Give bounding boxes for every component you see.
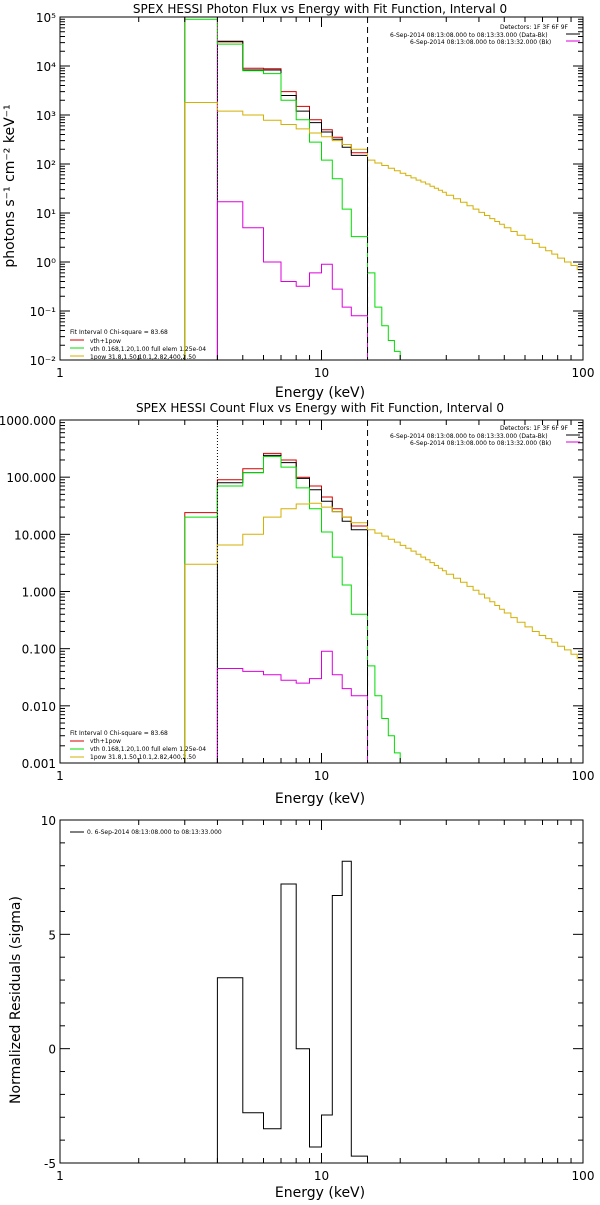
- legend-entry: vth+1pow: [90, 738, 121, 745]
- legend-entry: 1pow 31.8,1.50,10.1,2.82,400,2.50: [90, 354, 196, 361]
- y-tick-label: 10⁵: [36, 11, 56, 25]
- legend-entry: vth 0.168,1.20,1.00 full elem 1.25e-04: [90, 346, 206, 353]
- x-tick-label: 100: [572, 1169, 595, 1183]
- legend-entry: vth 0.168,1.20,1.00 full elem 1.25e-04: [90, 746, 206, 753]
- y-tick-label: 10¹: [36, 207, 56, 221]
- series-line: [216, 454, 368, 763]
- chart-title: SPEX HESSI Count Flux vs Energy with Fit…: [136, 401, 504, 415]
- x-tick-label: 100: [572, 366, 595, 380]
- residuals-panel: Energy (keV) Normalized Residuals (sigma…: [8, 814, 595, 1201]
- series-line: [184, 502, 583, 763]
- series-line: [184, 456, 407, 763]
- count-flux-panel: SPEX HESSI Count Flux vs Energy with Fit…: [0, 401, 595, 807]
- x-tick-label: 10: [314, 769, 329, 783]
- y-tick-label: 10⁰: [36, 256, 56, 270]
- y-tick-label: 10: [41, 814, 56, 828]
- y-tick-label: 5: [48, 928, 56, 942]
- y-axis-label: Normalized Residuals (sigma): [8, 896, 24, 1104]
- time-range-data: 6-Sep-2014 08:13:08.000 to 08:13:33.000 …: [390, 433, 548, 440]
- series-line: [216, 650, 368, 763]
- y-tick-label: 10.000: [14, 528, 56, 542]
- y-tick-label: 1.000: [22, 586, 56, 600]
- time-range-bk: 6-Sep-2014 08:13:08.000 to 08:13:32.000 …: [410, 440, 551, 447]
- x-tick-label: 1: [56, 1169, 64, 1183]
- y-tick-label: 10²: [36, 158, 56, 172]
- legend-entry: 1pow 31.8,1.50,10.1,2.82,400,2.50: [90, 754, 196, 761]
- x-tick-label: 10: [314, 366, 329, 380]
- y-tick-label: 100.000: [6, 471, 56, 485]
- x-axis-label: Energy (keV): [275, 385, 365, 401]
- x-tick-label: 100: [572, 769, 595, 783]
- series-line: [216, 860, 368, 1163]
- plot-frame: [59, 16, 584, 361]
- legend-header: Fit Interval 0 Chi-square = 83.68: [70, 730, 168, 737]
- y-tick-label: 0: [48, 1043, 56, 1057]
- series-line: [216, 201, 368, 360]
- chart-title: SPEX HESSI Photon Flux vs Energy with Fi…: [133, 2, 507, 16]
- y-tick-label: 10⁻²: [30, 354, 57, 368]
- photon-flux-panel: SPEX HESSI Photon Flux vs Energy with Fi…: [2, 2, 595, 401]
- legend-entry: vth+1pow: [90, 338, 121, 345]
- series-line: [184, 102, 583, 360]
- legend-entry: 0. 6-Sep-2014 08:13:08.000 to 08:13:33.0…: [87, 829, 222, 836]
- plot-area: [216, 860, 368, 1163]
- y-axis-label: photons s⁻¹ cm⁻² keV⁻¹: [2, 104, 18, 267]
- plot-frame: [59, 819, 584, 1164]
- y-tick-label: 0.001: [22, 757, 56, 771]
- series-line: [216, 40, 368, 360]
- x-axis-label: Energy (keV): [275, 1185, 365, 1200]
- x-tick-label: 1: [56, 366, 64, 380]
- time-range-bk: 6-Sep-2014 08:13:08.000 to 08:13:32.000 …: [410, 39, 551, 46]
- detectors-label: Detectors: 1F 3F 6F 9F: [500, 24, 569, 31]
- y-tick-label: 10⁻¹: [30, 305, 57, 319]
- y-tick-label: 0.100: [22, 643, 56, 657]
- y-tick-label: 1000.000: [0, 414, 56, 428]
- series-line: [184, 17, 368, 360]
- x-tick-label: 1: [56, 769, 64, 783]
- plot-area: [184, 17, 583, 360]
- series-line: [184, 452, 368, 763]
- x-tick-label: 10: [314, 1169, 329, 1183]
- plot-frame: [59, 419, 584, 764]
- detectors-label: Detectors: 1F 3F 6F 9F: [500, 425, 569, 432]
- y-tick-label: 10³: [36, 109, 56, 123]
- plot-area: [184, 420, 583, 763]
- y-tick-label: 0.010: [22, 700, 56, 714]
- time-range-data: 6-Sep-2014 08:13:08.000 to 08:13:33.000 …: [390, 32, 548, 39]
- legend-header: Fit Interval 0 Chi-square = 83.68: [70, 329, 168, 336]
- x-axis-label: Energy (keV): [275, 791, 365, 807]
- series-line: [184, 18, 401, 360]
- y-tick-label: -5: [44, 1157, 56, 1171]
- y-tick-label: 10⁴: [36, 60, 56, 74]
